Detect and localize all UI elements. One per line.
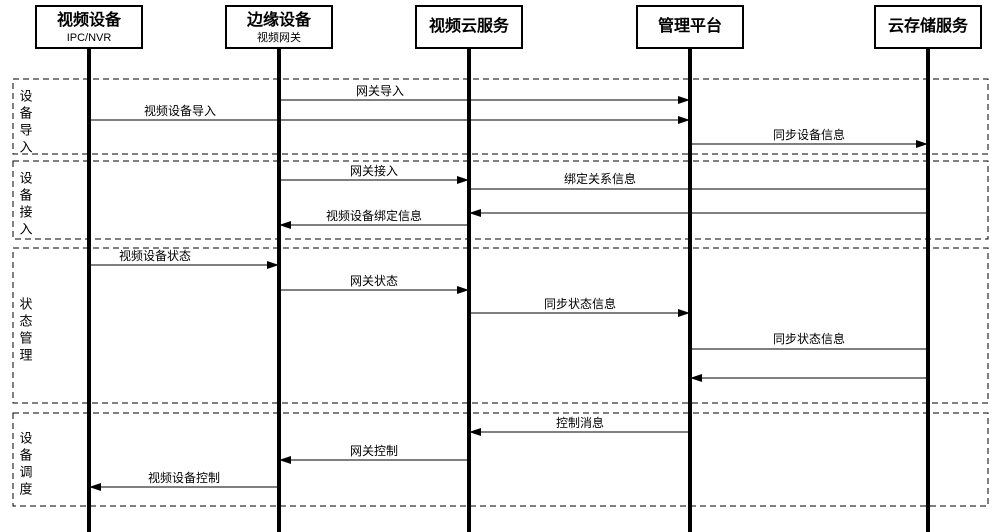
- actor-title-edge_device: 边缘设备: [246, 10, 312, 29]
- message-label-m7: 视频设备状态: [119, 248, 191, 263]
- actor-subtitle-edge_device: 视频网关: [257, 30, 301, 44]
- message-label-m2: 视频设备导入: [144, 103, 216, 118]
- fragment-device_access: [13, 161, 988, 239]
- message-label-m1: 网关导入: [356, 84, 404, 98]
- message-label-m6: 视频设备绑定信息: [326, 208, 422, 223]
- message-label-m13: 视频设备控制: [148, 470, 220, 485]
- message-m10: [690, 349, 928, 378]
- message-label-m8: 网关状态: [350, 274, 398, 288]
- fragment-label-device_access: 设备接入: [18, 171, 33, 239]
- fragment-label-device_import: 设备导入: [18, 89, 33, 157]
- fragment-device_dispatch: [13, 413, 988, 506]
- fragment-label-device_dispatch: 设备调度: [18, 431, 33, 499]
- sequence-diagram: 视频设备 IPC/NVR 边缘设备视频网关 视频云服务 管理平台 云存储服务设备导入设备接…: [0, 0, 1001, 532]
- fragment-status_mgmt: [13, 248, 988, 403]
- actor-subtitle-video_device: IPC/NVR: [67, 32, 112, 44]
- message-label-m9: 同步状态信息: [544, 296, 616, 311]
- actor-title-mgmt_platform: 管理平台: [658, 16, 722, 35]
- message-label-m4: 网关接入: [350, 163, 398, 178]
- fragment-label-status_mgmt: 状态管理: [18, 297, 33, 365]
- message-label-m11: 控制消息: [556, 415, 604, 430]
- actor-title-video_device: 视频设备: [57, 10, 122, 29]
- actor-title-video_cloud: 视频云服务: [429, 16, 510, 35]
- actor-title-cloud_storage: 云存储服务: [888, 16, 969, 35]
- message-label-m3: 同步设备信息: [773, 127, 845, 142]
- message-label-m5: 绑定关系信息: [564, 171, 636, 186]
- message-m5: [469, 189, 928, 213]
- message-label-m12: 网关控制: [350, 444, 398, 458]
- message-label-m10: 同步状态信息: [773, 331, 845, 346]
